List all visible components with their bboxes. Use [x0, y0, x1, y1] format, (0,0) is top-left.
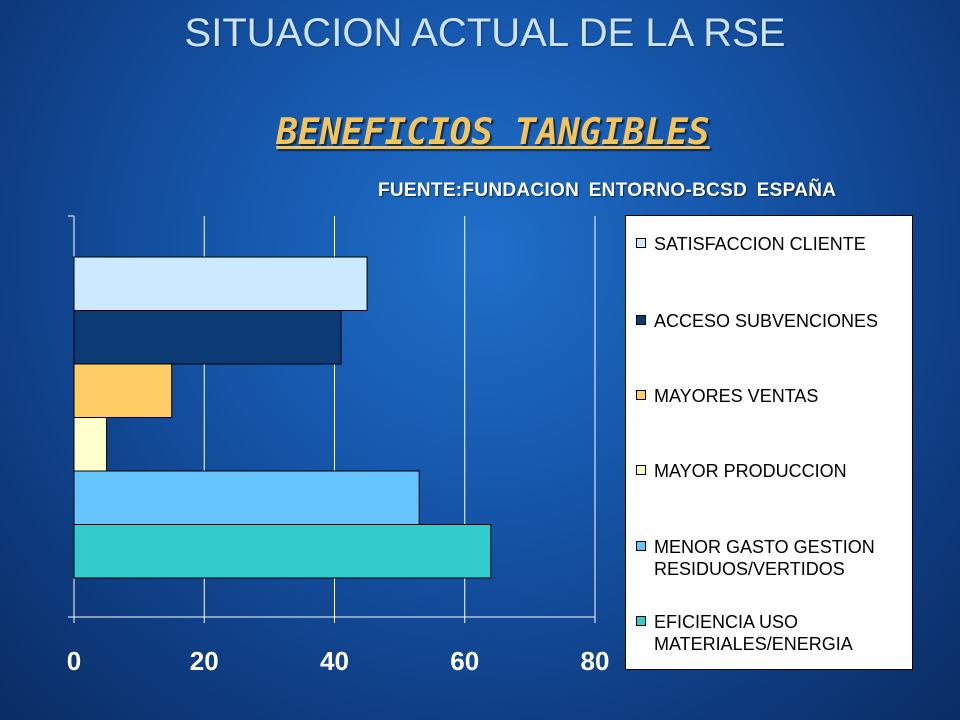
legend-swatch-3	[636, 465, 646, 475]
legend-label-4: MENOR GASTO GESTION RESIDUOS/VERTIDOS	[654, 537, 875, 579]
legend-label-1: ACCESO SUBVENCIONES	[654, 311, 879, 331]
slide-title: SITUACION ACTUAL DE LA RSE	[184, 11, 786, 55]
legend-label-5: EFICIENCIA USO MATERIALES/ENERGIA	[654, 612, 853, 654]
legend-label-0: SATISFACCION CLIENTE	[654, 234, 866, 254]
x-tick-label-4: 80	[581, 646, 610, 676]
legend-swatch-0	[636, 238, 646, 248]
legend-swatch-4	[636, 541, 646, 551]
x-tick-label-2: 40	[320, 646, 349, 676]
bar-4	[73, 470, 420, 525]
legend-swatch-2	[636, 390, 646, 400]
bar-5	[73, 524, 492, 579]
x-tick-label-3: 60	[450, 646, 479, 676]
bar-2	[73, 363, 173, 418]
legend-label-2: MAYORES VENTAS	[654, 386, 819, 406]
chart-legend: SATISFACCION CLIENTE ACCESO SUBVENCIONES M…	[625, 215, 913, 670]
source-note: FUENTE:FUNDACION ENTORNO-BCSD ESPAÑA	[378, 180, 837, 201]
bar-3	[73, 417, 108, 472]
slide-subtitle: BENEFICIOS TANGIBLES	[276, 112, 710, 153]
bar-1	[73, 310, 342, 365]
x-tick-label-0: 0	[67, 646, 81, 676]
bar-0	[73, 256, 368, 311]
legend-swatch-1	[636, 315, 646, 325]
legend-swatch-5	[636, 616, 646, 626]
legend-label-3: MAYOR PRODUCCION	[654, 461, 847, 481]
x-tick-label-1: 20	[190, 646, 219, 676]
